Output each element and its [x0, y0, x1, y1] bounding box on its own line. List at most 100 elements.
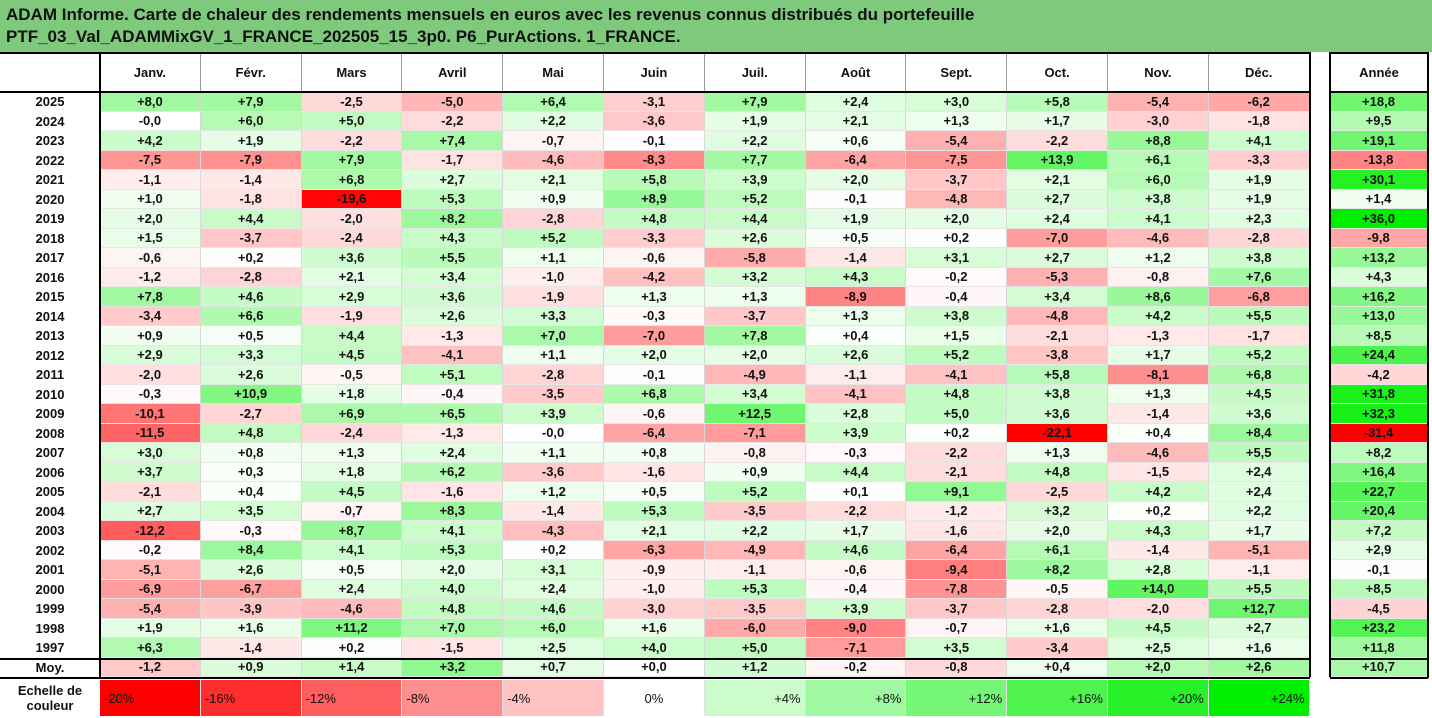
heatmap-cell: +2,4 [1208, 462, 1310, 482]
heatmap-cell: +2,4 [1007, 209, 1108, 229]
heatmap-cell: -3,7 [906, 170, 1008, 190]
heatmap-cell: +4,8 [906, 384, 1008, 404]
heatmap-cell: +5,8 [1007, 92, 1108, 112]
heatmap-cell: +3,2 [704, 267, 806, 287]
row-year-label: 2014 [35, 308, 65, 324]
heatmap-cell: -4,8 [906, 189, 1008, 209]
heatmap-cell: +2,4 [301, 579, 403, 599]
grid-border [99, 52, 101, 677]
heatmap-cell: +6,0 [1108, 170, 1209, 190]
heatmap-cell: +4,8 [402, 599, 504, 619]
heatmap-cell: -12,2 [100, 521, 201, 541]
heatmap-cell: +6,1 [1108, 150, 1209, 170]
heatmap-cell: +2,0 [704, 345, 806, 365]
heatmap-cell: +3,9 [503, 404, 604, 424]
heatmap-cell: +2,9 [100, 345, 201, 365]
heatmap-cell: -0,5 [301, 365, 403, 385]
legend-label: Echelle de couleur [0, 680, 100, 716]
heatmap-cell: -1,6 [604, 462, 705, 482]
annual-cell: +32,3 [1330, 404, 1428, 424]
heatmap-cell: +2,3 [1208, 209, 1310, 229]
heatmap-cell: +1,3 [906, 111, 1008, 131]
heatmap-cell: -5,1 [1208, 540, 1310, 560]
heatmap-cell: -4,1 [402, 345, 504, 365]
annual-cell: +24,4 [1330, 345, 1428, 365]
heatmap-cell: +7,6 [1208, 267, 1310, 287]
annual-cell: +23,2 [1330, 618, 1428, 638]
heatmap-cell: +8,4 [1208, 423, 1310, 443]
heatmap-cell: -3,1 [604, 92, 705, 112]
heatmap-cell: +4,2 [1108, 306, 1209, 326]
heatmap-cell: +8,4 [200, 540, 302, 560]
heatmap-cell: +1,6 [200, 618, 302, 638]
chart-title-line1: ADAM Informe. Carte de chaleur des rende… [6, 5, 975, 24]
heatmap-cell: -4,8 [1007, 306, 1108, 326]
heatmap-cell: +5,1 [402, 365, 504, 385]
heatmap-cell: +13,9 [1007, 150, 1108, 170]
heatmap-cell: -1,7 [1208, 326, 1310, 346]
heatmap-cell: +1,6 [1007, 618, 1108, 638]
heatmap-cell: +8,3 [402, 501, 504, 521]
heatmap-cell: -7,1 [704, 423, 806, 443]
heatmap-cell: -5,8 [704, 248, 806, 268]
heatmap-cell: +4,2 [1108, 482, 1209, 502]
heatmap-cell: +1,0 [100, 189, 201, 209]
heatmap-cell: -2,1 [1007, 326, 1108, 346]
heatmap-cell: -4,2 [604, 267, 705, 287]
heatmap-cell: -8,9 [805, 287, 907, 307]
annual-cell: -13,8 [1330, 150, 1428, 170]
heatmap-cell: -1,5 [1108, 462, 1209, 482]
heatmap-cell: -1,7 [402, 150, 504, 170]
heatmap-cell: +7,9 [704, 92, 806, 112]
heatmap-cell: +7,0 [503, 326, 604, 346]
heatmap-cell: -0,4 [402, 384, 504, 404]
heatmap-cell: -3,5 [704, 501, 806, 521]
heatmap-cell: +1,2 [1108, 248, 1209, 268]
annual-cell: +20,4 [1330, 501, 1428, 521]
heatmap-cell: +1,1 [503, 345, 604, 365]
heatmap-cell: +2,0 [906, 209, 1008, 229]
column-header: Févr. [201, 52, 302, 92]
heatmap-cell: +3,5 [906, 638, 1008, 658]
heatmap-cell: +2,7 [1007, 189, 1108, 209]
heatmap-cell: -2,2 [402, 111, 504, 131]
heatmap-cell: +4,6 [503, 599, 604, 619]
heatmap-cell: -2,0 [100, 365, 201, 385]
heatmap-cell: -1,0 [503, 267, 604, 287]
heatmap-cell: +5,5 [1208, 579, 1310, 599]
row-year-label: 1999 [35, 601, 65, 617]
annual-border [1330, 52, 1428, 54]
heatmap-cell: -2,8 [503, 209, 604, 229]
heatmap-cell: +5,2 [704, 189, 806, 209]
chart-title-line2: PTF_03_Val_ADAMMixGV_1_FRANCE_202505_15_… [6, 27, 681, 46]
heatmap-cell: -0,5 [1007, 579, 1108, 599]
heatmap-cell: +2,1 [604, 521, 705, 541]
heatmap-cell: +2,4 [503, 579, 604, 599]
heatmap-cell: +3,6 [1208, 404, 1310, 424]
heatmap-cell: +11,2 [301, 618, 403, 638]
heatmap-cell: +4,8 [1007, 462, 1108, 482]
heatmap-cell: +0,2 [200, 248, 302, 268]
average-annual-cell: +10,7 [1330, 657, 1428, 677]
heatmap-cell: -0,7 [301, 501, 403, 521]
heatmap-cell: +4,4 [805, 462, 907, 482]
heatmap-cell: -3,7 [906, 599, 1008, 619]
annual-cell: -31,4 [1330, 423, 1428, 443]
heatmap-cell: +3,3 [503, 306, 604, 326]
row-year-label: 2010 [35, 386, 65, 402]
annual-cell: -4,5 [1330, 599, 1428, 619]
heatmap-cell: +8,8 [1108, 131, 1209, 151]
heatmap-cell: -2,1 [906, 462, 1008, 482]
heatmap-cell: +4,3 [1108, 521, 1209, 541]
column-header: Mai [503, 52, 604, 92]
heatmap-cell: -0,3 [604, 306, 705, 326]
heatmap-cell: +2,6 [704, 228, 806, 248]
heatmap-cell: -1,9 [503, 287, 604, 307]
heatmap-cell: -2,7 [200, 404, 302, 424]
heatmap-cell: +8,0 [100, 92, 201, 112]
heatmap-cell: -3,0 [1108, 111, 1209, 131]
heatmap-cell: -5,3 [1007, 267, 1108, 287]
annual-border [1427, 52, 1429, 678]
column-header: Août [806, 52, 907, 92]
heatmap-cell: -0,8 [1108, 267, 1209, 287]
